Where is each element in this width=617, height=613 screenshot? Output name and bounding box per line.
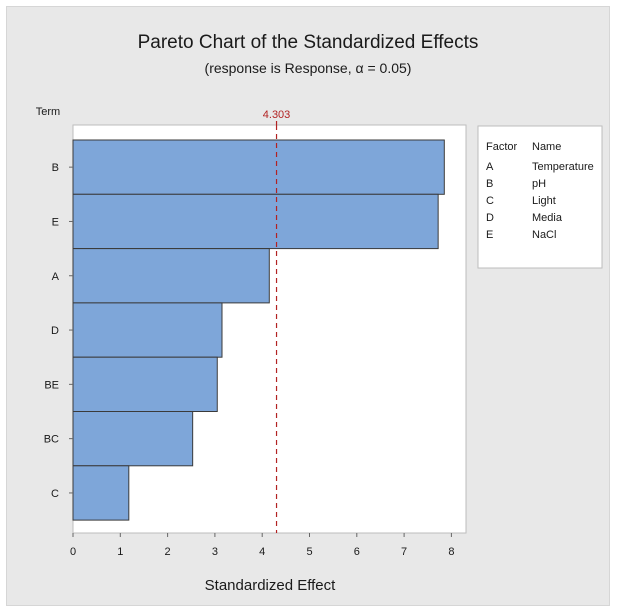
legend-factor-b: B	[486, 178, 493, 190]
x-tick-label-5: 5	[306, 546, 312, 558]
chart-subtitle: (response is Response, α = 0.05)	[205, 60, 412, 76]
bar-bc	[72, 411, 194, 467]
reference-line-label: 4.303	[263, 109, 291, 121]
legend: Factor Name A Temperature B pH C Light D…	[477, 125, 603, 269]
bar-b	[72, 139, 445, 195]
x-tick-label-1: 1	[117, 546, 123, 558]
bar-d	[72, 302, 223, 358]
x-tick-label-3: 3	[212, 546, 218, 558]
legend-factor-e: E	[486, 229, 493, 241]
bar-e	[72, 193, 439, 250]
x-tick-label-2: 2	[165, 546, 171, 558]
y-tick-label-c: C	[51, 488, 59, 500]
legend-header-factor: Factor	[486, 141, 518, 153]
y-tick-label-a: A	[52, 271, 60, 283]
legend-name-e: NaCl	[532, 229, 556, 241]
x-tick-label-4: 4	[259, 546, 265, 558]
legend-header-name: Name	[532, 141, 561, 153]
legend-factor-a: A	[486, 161, 494, 173]
y-tick-label-b: B	[52, 162, 59, 174]
x-axis-label: Standardized Effect	[205, 577, 336, 594]
legend-factor-c: C	[486, 195, 494, 207]
legend-name-d: Media	[532, 212, 563, 224]
y-tick-label-bc: BC	[44, 434, 59, 446]
bar-c	[72, 465, 130, 521]
y-tick-label-e: E	[52, 216, 59, 228]
legend-name-a: Temperature	[532, 161, 594, 173]
legend-factor-d: D	[486, 212, 494, 224]
x-tick-label-8: 8	[448, 546, 454, 558]
bar-a	[72, 248, 270, 304]
legend-name-b: pH	[532, 178, 546, 190]
x-tick-label-0: 0	[70, 546, 76, 558]
y-tick-label-d: D	[51, 325, 59, 337]
y-tick-label-be: BE	[44, 379, 59, 391]
y-axis-label: Term	[36, 106, 60, 118]
legend-name-c: Light	[532, 195, 556, 207]
bar-be	[72, 356, 218, 413]
legend-box	[477, 125, 603, 269]
x-tick-label-7: 7	[401, 546, 407, 558]
chart-title: Pareto Chart of the Standardized Effects	[138, 32, 479, 53]
x-tick-label-6: 6	[354, 546, 360, 558]
